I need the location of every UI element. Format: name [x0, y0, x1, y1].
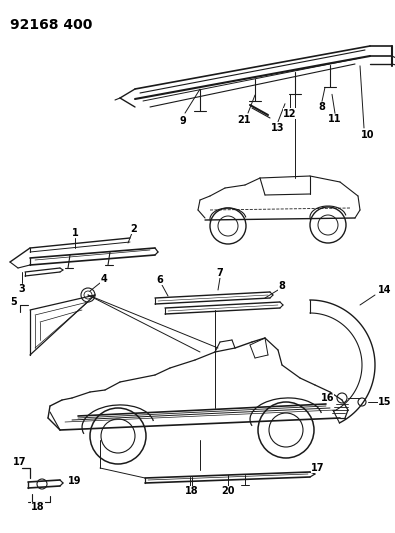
Text: 3: 3	[19, 284, 25, 294]
Text: 17: 17	[311, 463, 325, 473]
Text: 15: 15	[378, 397, 392, 407]
Text: 4: 4	[101, 274, 107, 284]
Text: 2: 2	[131, 224, 137, 234]
Text: 20: 20	[221, 486, 235, 496]
Text: 8: 8	[318, 102, 325, 112]
Text: 1: 1	[71, 228, 78, 238]
Text: 10: 10	[361, 130, 375, 140]
Text: 18: 18	[185, 486, 199, 496]
Text: 8: 8	[278, 281, 286, 291]
Text: 6: 6	[157, 275, 164, 285]
Text: 9: 9	[180, 116, 186, 126]
Text: 5: 5	[11, 297, 17, 307]
Text: 14: 14	[378, 285, 392, 295]
Text: 7: 7	[216, 268, 224, 278]
Text: 21: 21	[237, 115, 251, 125]
Text: 19: 19	[68, 476, 81, 486]
Text: 92168 400: 92168 400	[10, 18, 92, 32]
Text: 13: 13	[271, 123, 285, 133]
Text: 18: 18	[31, 502, 45, 512]
Text: 11: 11	[328, 114, 342, 124]
Text: 12: 12	[283, 109, 297, 119]
Text: 17: 17	[13, 457, 27, 467]
Text: 16: 16	[320, 393, 334, 403]
